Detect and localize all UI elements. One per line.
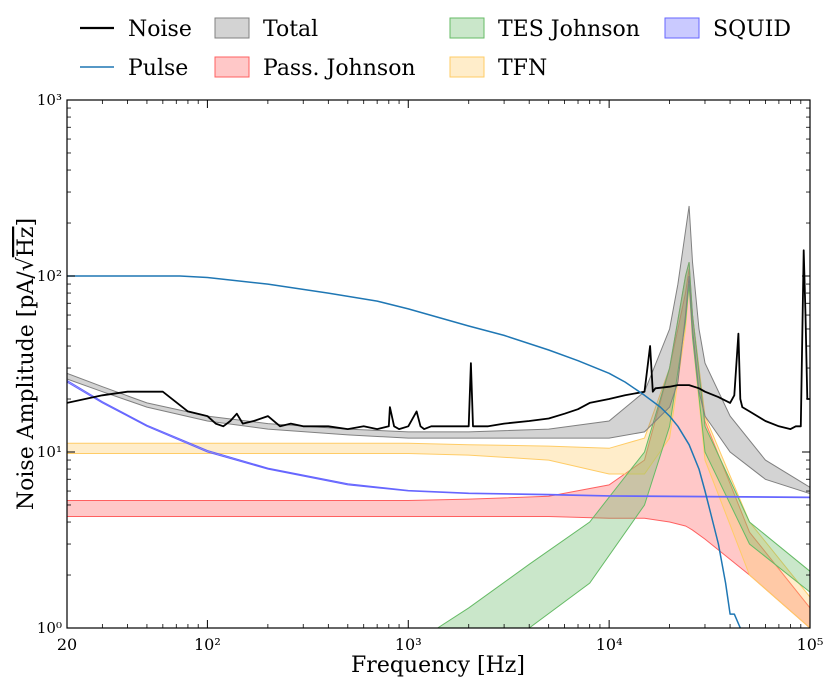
y-tick-label: 10³ xyxy=(37,91,62,109)
legend-entry-squid: SQUID xyxy=(664,17,791,42)
x-tick-label: 10⁵ xyxy=(797,635,824,654)
sqrt-symbol: √ xyxy=(14,256,39,271)
y-axis-label-group: Noise Amplitude [pA/√Hz] xyxy=(14,218,39,510)
legend-swatch-squid xyxy=(664,17,700,39)
y-tick-label: 10¹ xyxy=(37,443,62,461)
legend-label-tes-johnson: TES Johnson xyxy=(498,17,640,42)
axis-ticks xyxy=(66,99,811,629)
data-lines xyxy=(67,249,810,628)
legend-swatch-tfn xyxy=(449,56,485,78)
y-axis-label-suffix: ] xyxy=(14,218,39,227)
band-squid xyxy=(67,379,810,499)
y-axis-label: Noise Amplitude [pA/√Hz] xyxy=(14,218,39,510)
x-tick-label: 10² xyxy=(194,635,221,654)
tick-labels: 20 10² 10³ 10⁴ 10⁵ 10⁰ 10¹ 10² 10³ xyxy=(37,91,824,654)
y-axis-label-sqrt-arg: Hz xyxy=(14,226,39,257)
legend-entry-tfn: TFN xyxy=(449,56,547,81)
legend-label-tfn: TFN xyxy=(498,56,547,81)
legend-swatch-tes-johnson xyxy=(449,17,485,39)
legend-label-total: Total xyxy=(263,17,318,42)
x-tick-label: 10⁴ xyxy=(596,635,623,654)
legend-entry-pulse: Pulse xyxy=(80,56,188,81)
legend-entry-pass-johnson: Pass. Johnson xyxy=(214,56,416,81)
legend-label-squid: SQUID xyxy=(713,17,791,42)
line-noise xyxy=(67,249,810,431)
line-pulse xyxy=(67,275,741,628)
legend-entry-tes-johnson: TES Johnson xyxy=(449,17,640,42)
x-tick-label: 10³ xyxy=(395,635,422,654)
legend-swatch-pass-johnson xyxy=(214,56,250,78)
legend: Noise Pulse Total Pass. Johnson TES Johnson T… xyxy=(80,17,791,81)
plot-frame xyxy=(66,99,811,629)
legend-label-pass-johnson: Pass. Johnson xyxy=(263,56,416,81)
band-pass-johnson xyxy=(67,268,810,628)
band-tfn xyxy=(67,261,810,628)
legend-label-pulse: Pulse xyxy=(128,56,188,81)
legend-label-noise: Noise xyxy=(128,17,192,42)
band-tes-johnson xyxy=(436,261,810,628)
legend-swatch-total xyxy=(214,17,250,39)
plot-area xyxy=(67,205,810,628)
x-tick-label: 20 xyxy=(57,635,77,654)
noise-bands xyxy=(67,205,810,628)
x-axis-label: Frequency [Hz] xyxy=(351,653,525,678)
y-axis-label-prefix: Noise Amplitude [pA/ xyxy=(14,271,39,510)
legend-entry-noise: Noise xyxy=(80,17,192,42)
band-total xyxy=(67,205,810,495)
legend-entry-total: Total xyxy=(214,17,318,42)
y-tick-label: 10⁰ xyxy=(37,619,62,637)
y-tick-label: 10² xyxy=(37,267,62,285)
